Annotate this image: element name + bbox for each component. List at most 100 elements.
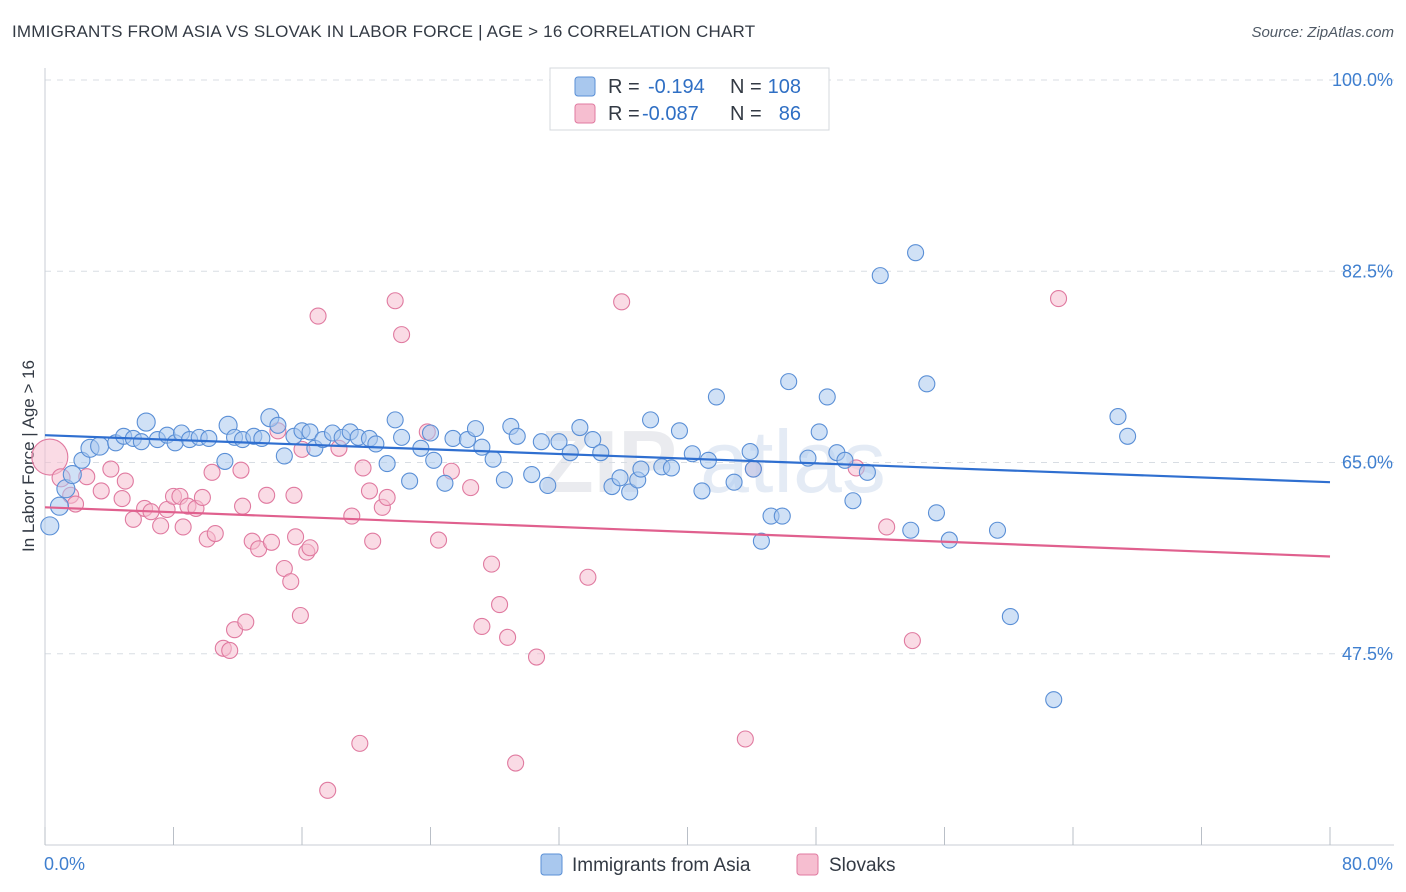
asia-point — [550, 433, 568, 451]
y-tick-labels: 47.5% 65.0% 82.5% 100.0% — [1332, 70, 1393, 664]
asia-point — [495, 471, 513, 489]
asia-point — [693, 482, 711, 500]
slovaks-point — [291, 606, 309, 625]
legend-r-label-pink: R = — [608, 103, 640, 125]
asia-point — [1109, 408, 1127, 426]
legend-n-value-pink: 86 — [779, 103, 801, 125]
slovaks-point — [360, 482, 379, 500]
correlation-legend: R = -0.194 N = 108 R = -0.087 N = 86 — [549, 67, 830, 131]
trendline-slovaks — [44, 506, 1331, 558]
bottom-legend-swatch-slovaks — [796, 853, 819, 876]
asia-point — [940, 531, 958, 549]
slovaks-point — [613, 293, 631, 311]
asia-point — [49, 496, 70, 516]
asia-point — [378, 455, 396, 473]
slovaks-point — [1049, 290, 1068, 308]
slovaks-point — [343, 507, 361, 525]
asia-point — [592, 444, 610, 462]
asia-point — [367, 435, 385, 453]
series-asia-points — [40, 244, 1137, 709]
asia-point — [90, 436, 110, 456]
asia-point — [725, 473, 743, 491]
asia-point — [632, 460, 650, 478]
slovaks-point — [386, 292, 404, 310]
asia-point — [621, 483, 639, 501]
gridlines — [45, 79, 1394, 655]
slovaks-point — [499, 628, 517, 646]
slovaks-point — [736, 730, 754, 748]
asia-point — [484, 450, 502, 468]
y-tick-label: 82.5% — [1342, 261, 1393, 281]
asia-point — [744, 460, 762, 478]
asia-point — [927, 504, 946, 522]
slovaks-point — [262, 533, 281, 551]
asia-point — [584, 430, 602, 449]
asia-point — [836, 451, 854, 469]
asia-point — [421, 424, 440, 442]
asia-point — [902, 521, 920, 539]
slovaks-point — [258, 486, 276, 504]
slovaks-point — [234, 497, 252, 515]
asia-point — [988, 521, 1007, 539]
y-axis-label: In Labor Force | Age > 16 — [19, 360, 38, 552]
asia-point — [436, 474, 454, 492]
y-tick-label: 100.0% — [1332, 70, 1393, 90]
x-tick-labels: 0.0% 80.0% — [44, 854, 1393, 874]
slovaks-point — [116, 472, 134, 490]
slovaks-point — [113, 490, 131, 508]
slovaks-point — [174, 518, 192, 536]
slovaks-point — [482, 555, 501, 573]
y-tick-label: 65.0% — [1342, 453, 1393, 473]
slovaks-point — [282, 573, 300, 591]
slovaks-point — [232, 461, 250, 479]
asia-point — [818, 388, 836, 406]
asia-point — [132, 433, 150, 451]
legend-swatch-blue — [574, 76, 596, 97]
slovaks-point — [203, 463, 221, 481]
asia-point — [670, 422, 689, 440]
slovaks-point — [527, 648, 546, 666]
asia-point — [401, 472, 419, 490]
asia-point — [444, 429, 462, 448]
asia-point — [393, 428, 411, 446]
asia-point — [216, 452, 234, 470]
asia-point — [871, 267, 889, 285]
slovaks-point — [102, 460, 120, 478]
slovaks-point — [378, 488, 396, 507]
slovaks-point — [193, 488, 211, 507]
legend-r-value-blue: -0.194 — [648, 76, 705, 98]
legend-n-value-blue: 108 — [768, 76, 801, 98]
slovaks-point — [462, 479, 480, 497]
chart-title: IMMIGRANTS FROM ASIA VS SLOVAK IN LABOR … — [12, 22, 756, 41]
slovaks-point — [473, 617, 491, 635]
legend-n-label-pink: N = — [730, 103, 762, 125]
asia-point — [858, 463, 876, 481]
asia-point — [1119, 427, 1137, 445]
asia-point — [642, 411, 660, 429]
asia-point — [62, 464, 82, 485]
slovaks-point — [393, 326, 411, 344]
legend-r-value-pink: -0.087 — [642, 103, 699, 125]
slovaks-point — [285, 486, 303, 504]
x-tick-label-min: 0.0% — [44, 854, 85, 874]
trendline-asia — [44, 434, 1331, 484]
slovaks-point — [237, 613, 255, 631]
asia-point — [425, 451, 443, 469]
x-axis-ticks — [44, 827, 1331, 845]
asia-point — [707, 388, 725, 406]
asia-point — [1045, 691, 1063, 709]
slovaks-point — [301, 539, 319, 557]
asia-point — [844, 492, 862, 510]
asia-point — [40, 516, 60, 536]
asia-point — [918, 375, 936, 393]
series-legend: Immigrants from Asia Slovaks — [540, 853, 896, 876]
asia-point — [523, 465, 541, 484]
asia-point — [466, 420, 485, 438]
legend-swatch-pink — [574, 103, 596, 124]
asia-point — [741, 443, 759, 461]
bottom-legend-swatch-asia — [540, 853, 563, 876]
watermark-zip: ZIP — [540, 412, 677, 511]
series-slovaks-points — [31, 290, 1068, 799]
slovaks-point — [152, 517, 170, 535]
slovaks-point — [354, 459, 372, 477]
